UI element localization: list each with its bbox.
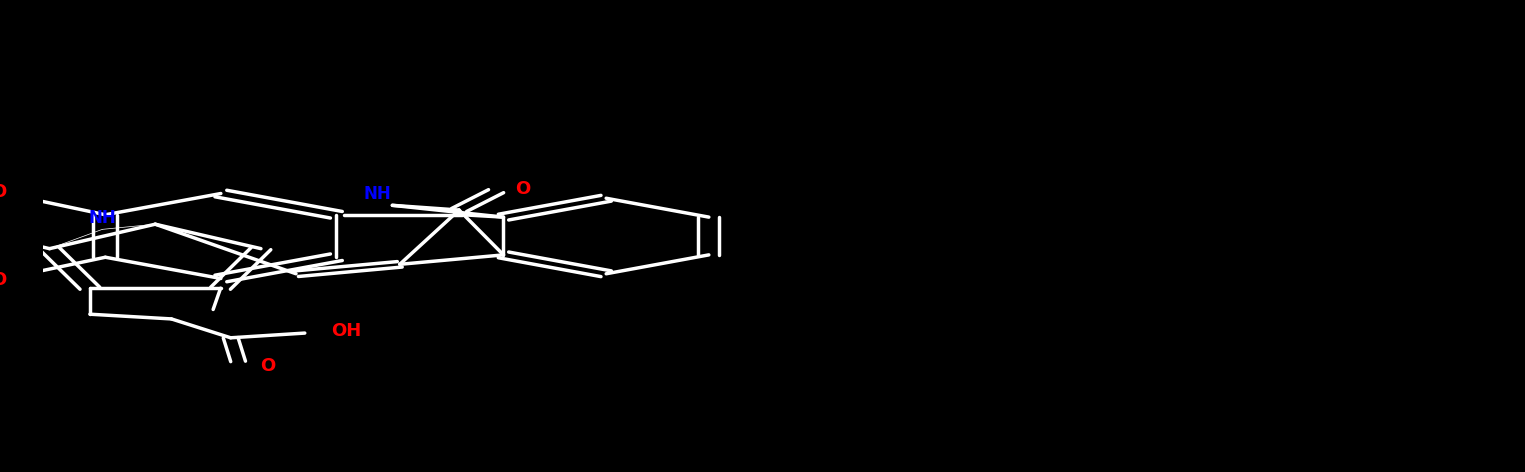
Text: O: O <box>0 271 6 289</box>
Text: O: O <box>515 180 531 198</box>
Text: NH: NH <box>88 209 116 227</box>
Text: OH: OH <box>331 322 361 340</box>
Text: NH: NH <box>363 185 392 202</box>
Text: O: O <box>261 357 276 375</box>
Text: O: O <box>0 183 6 201</box>
